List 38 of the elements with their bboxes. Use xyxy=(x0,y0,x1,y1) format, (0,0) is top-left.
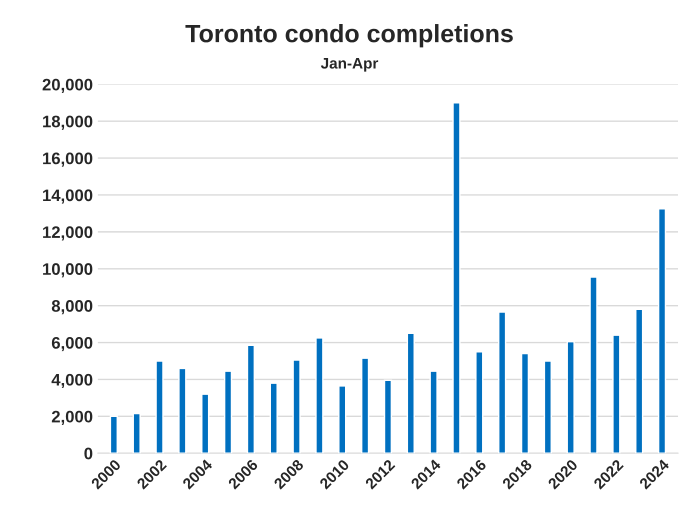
bar xyxy=(589,276,598,454)
bar xyxy=(384,380,392,454)
y-tick-label: 14,000 xyxy=(43,189,92,204)
bar xyxy=(292,359,301,454)
bar xyxy=(544,360,552,454)
y-tick-label: 12,000 xyxy=(43,226,92,240)
bar xyxy=(406,332,415,454)
bar xyxy=(315,337,324,454)
bar xyxy=(612,334,620,454)
bar xyxy=(520,352,530,454)
bar xyxy=(360,358,370,454)
y-tick-label: 10,000 xyxy=(43,263,92,278)
bar xyxy=(658,208,666,454)
y-tick-label: 16,000 xyxy=(43,152,92,167)
bar xyxy=(430,370,438,454)
bar xyxy=(224,370,232,454)
chart-title: Toronto condo completions xyxy=(185,24,513,48)
bar xyxy=(338,385,346,454)
bar xyxy=(635,308,644,454)
y-tick-label: 0 xyxy=(84,448,92,460)
bar xyxy=(246,344,256,454)
y-tick-label: 6,000 xyxy=(52,336,92,352)
y-tick-label: 4,000 xyxy=(52,374,92,388)
bar xyxy=(452,102,461,454)
y-tick-label: 20,000 xyxy=(42,78,92,93)
bar xyxy=(201,394,210,454)
bar xyxy=(270,382,278,454)
bar xyxy=(475,351,484,454)
bar xyxy=(566,340,575,454)
bar xyxy=(498,311,506,454)
bar xyxy=(132,412,141,454)
y-tick-label: 2,000 xyxy=(52,410,92,425)
bar xyxy=(178,368,186,454)
y-tick-label: 8,000 xyxy=(52,300,92,314)
bar xyxy=(155,360,164,454)
bar xyxy=(110,416,118,454)
chart-subtitle: Jan-Apr xyxy=(320,58,378,72)
y-tick-label: 18,000 xyxy=(43,116,92,130)
